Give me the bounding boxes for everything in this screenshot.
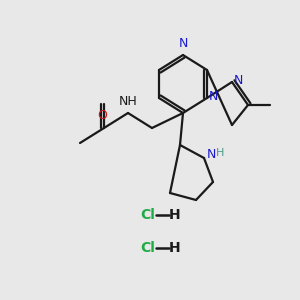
- Text: N: N: [207, 148, 216, 161]
- Text: Cl: Cl: [141, 241, 155, 255]
- Text: N: N: [209, 89, 218, 103]
- Text: O: O: [97, 109, 107, 122]
- Text: Cl: Cl: [141, 208, 155, 222]
- Text: NH: NH: [118, 95, 137, 108]
- Text: H: H: [169, 241, 181, 255]
- Text: H: H: [169, 208, 181, 222]
- Text: N: N: [178, 37, 188, 50]
- Text: N: N: [234, 74, 243, 86]
- Text: H: H: [216, 148, 224, 158]
